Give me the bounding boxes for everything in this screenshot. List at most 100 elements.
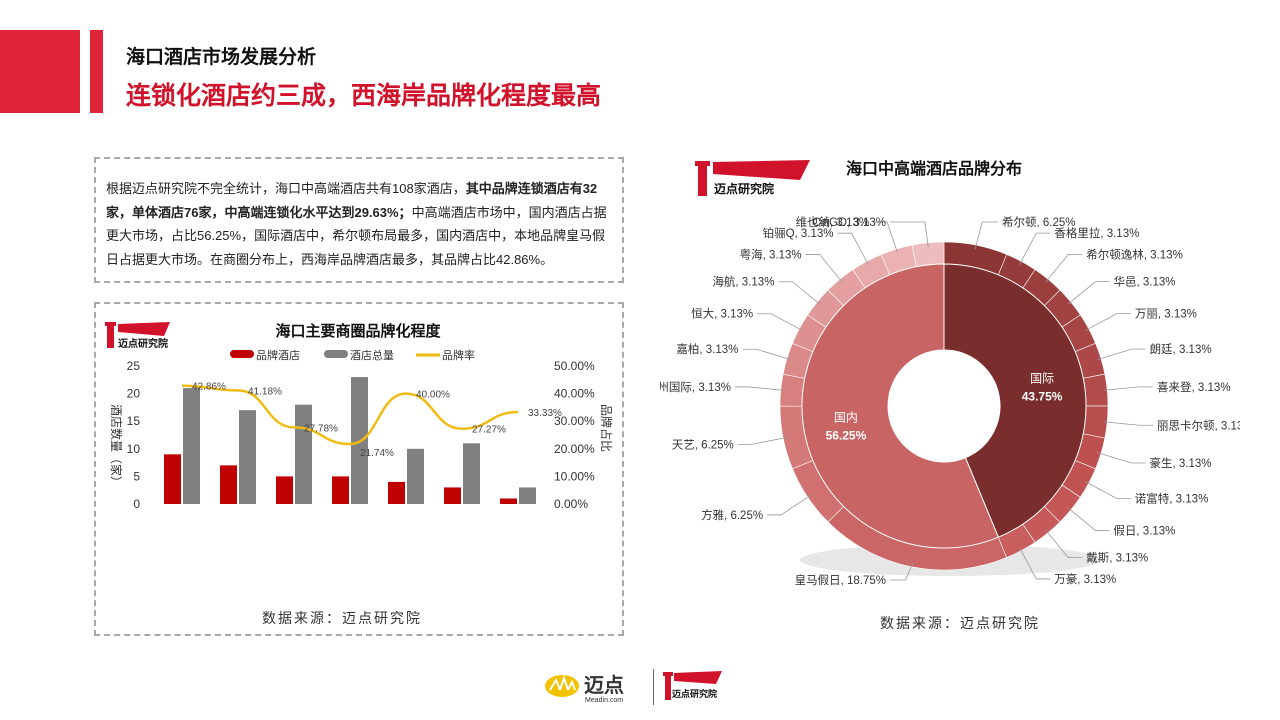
pie-outer-label: 万豪, 3.13% xyxy=(1054,572,1116,586)
pie-outer-label: 恒大, 3.13% xyxy=(691,307,753,321)
bar-brand-hotels xyxy=(164,454,181,504)
bar-total-hotels xyxy=(239,410,256,504)
pie-outer-label: 海航, 3.13% xyxy=(712,275,774,289)
y2-tick-label: 50.00% xyxy=(554,359,595,373)
pie-leader-line xyxy=(778,281,821,305)
pie-leader-line xyxy=(1018,546,1051,580)
pie-outer-label: 天艺, 6.25% xyxy=(672,438,734,451)
meadin-logo: 迈点 Meadin.com xyxy=(545,674,624,704)
meadin-url: Meadin.com xyxy=(585,697,623,704)
bar-brand-hotels xyxy=(444,487,461,504)
line-data-label: 42.86% xyxy=(192,382,226,393)
pie-outer-label: 丽思卡尔顿, 3.13% xyxy=(1157,418,1240,432)
pie-outer-label: 假日, 3.13% xyxy=(1113,523,1175,537)
bar-ylabel: 酒店数量（家） xyxy=(109,404,124,488)
legend-label: 品牌率 xyxy=(442,348,475,362)
header-red-block xyxy=(0,30,80,113)
pie-leader-line xyxy=(767,494,812,516)
pie-inner-slice xyxy=(943,263,1087,538)
pie-slices: 国际 43.75% 国内 56.25% xyxy=(779,241,1109,576)
pie-outer-label: 希尔顿, 6.25% xyxy=(1002,215,1076,229)
bar-chart-axes: 0 5 10 15 20 25 0.00% 10.00% 20.00% 30.00% 40.00% 5… xyxy=(127,359,595,511)
pie-leader-line xyxy=(737,436,788,445)
pie-outer-label: 万丽, 3.13% xyxy=(1135,309,1197,321)
page-subtitle: 海口酒店市场发展分析 xyxy=(126,47,317,68)
legend-swatch xyxy=(324,350,348,358)
line-data-label: 21.74% xyxy=(360,448,394,459)
bar-chart-source: 数据来源：迈点研究院 xyxy=(262,611,422,627)
bar-total-hotels xyxy=(519,487,536,504)
logo-text: 迈点研究院 xyxy=(118,337,168,350)
summary-text-part2: 中高端酒店市场中，国内酒店占据更大市场，占比56.25%，国际酒店中，希尔顿布局… xyxy=(106,204,607,267)
footer-separator xyxy=(653,669,654,705)
y-tick-label: 0 xyxy=(133,497,140,511)
pie-inner-value: 43.75% xyxy=(1022,389,1063,403)
bar-total-hotels xyxy=(407,448,424,504)
pie-leader-line xyxy=(1045,529,1083,559)
pie-outer-label: 戴斯, 3.13% xyxy=(1086,551,1148,565)
pie-leader-line xyxy=(1019,232,1051,266)
pie-outer-label: 中州国际, 3.13% xyxy=(660,381,731,394)
meadin-brand: 迈点 xyxy=(584,674,624,697)
academy-logo-2: 迈点研究院 xyxy=(695,160,810,196)
pie-outer-label: 喜来登, 3.13% xyxy=(1157,380,1231,394)
pie-outer-label: 铂骊Q, 3.13% xyxy=(763,226,834,240)
header-red-bar xyxy=(90,30,103,113)
pie-inner-label: 国内 xyxy=(834,411,858,425)
pie-inner-label: 国际 xyxy=(1030,371,1054,385)
summary-textbox: 根据迈点研究院不完全统计，海口中高端酒店共有108家酒店，其中品牌连锁酒店有32… xyxy=(94,157,624,283)
pie-leader-line xyxy=(1045,254,1083,283)
pie-leader-line xyxy=(890,221,929,247)
pie-outer-label: 方雅, 6.25% xyxy=(701,508,763,522)
y2-tick-label: 40.00% xyxy=(554,387,595,401)
y-tick-label: 10 xyxy=(127,442,141,456)
pie-leader-line xyxy=(1067,507,1110,531)
pie-outer-label: CitiGO, 3.13% xyxy=(813,217,887,229)
y2-tick-label: 30.00% xyxy=(554,414,595,428)
line-data-label: 27.78% xyxy=(304,423,338,434)
pie-chart-source: 数据来源：迈点研究院 xyxy=(880,616,1040,632)
pie-leader-line xyxy=(837,232,869,266)
bar-chart-title: 海口主要商圈品牌化程度 xyxy=(275,322,441,340)
bar-total-hotels xyxy=(183,388,200,504)
bar-y2label: 品牌占比 xyxy=(599,404,614,452)
bar-chart-marks: 42.86% 41.18% 27.78% 21.74% 40.00% 27.27% 33.3… xyxy=(164,377,562,504)
pie-leader-line xyxy=(1084,481,1131,499)
y2-tick-label: 20.00% xyxy=(554,442,595,456)
summary-text-bold: 其中品牌连锁酒店有32家，单体酒店76家，中高端连锁化水平达到29.63%； xyxy=(106,181,598,220)
y2-tick-label: 10.00% xyxy=(554,469,595,483)
pie-outer-label: 粤海, 3.13% xyxy=(740,248,802,262)
bar-brand-hotels xyxy=(220,465,237,504)
line-data-label: 40.00% xyxy=(416,390,450,401)
pie-chart-title: 海口中高端酒店品牌分布 xyxy=(846,159,1022,178)
summary-text-part1: 根据迈点研究院不完全统计，海口中高端酒店共有108家酒店， xyxy=(106,181,466,196)
pie-leader-line xyxy=(1067,281,1110,305)
pie-leader-line xyxy=(1096,452,1146,464)
bar-total-hotels xyxy=(463,443,480,504)
y2-tick-label: 0.00% xyxy=(554,497,588,511)
pie-inner-value: 56.25% xyxy=(826,429,867,443)
logo-text-2: 迈点研究院 xyxy=(714,181,774,196)
pie-leader-line xyxy=(757,313,804,332)
pie-outer-label: 嘉柏, 3.13% xyxy=(676,342,738,356)
line-brand-rate xyxy=(181,384,519,446)
pie-outer-label: 豪生, 3.13% xyxy=(1150,456,1212,470)
footer-academy-logo: 迈点研究院 xyxy=(663,671,722,700)
pie-inner-slice xyxy=(801,263,999,549)
pie-leader-line xyxy=(1103,386,1154,391)
legend-label: 酒店总量 xyxy=(350,348,394,362)
pie-labels: 希尔顿, 6.25%香格里拉, 3.13% 希尔顿逸林, 3.13% 华邑, 3.1… xyxy=(660,215,1240,587)
pie-leader-line xyxy=(1097,348,1146,360)
legend-swatch xyxy=(230,350,254,358)
bar-brand-hotels xyxy=(276,476,293,504)
y-tick-label: 20 xyxy=(127,387,141,401)
pie-outer-label: 维也纳, 3.13% xyxy=(796,216,870,229)
y-tick-label: 25 xyxy=(127,359,141,373)
bar-brand-hotels xyxy=(388,481,405,504)
bar-brand-hotels xyxy=(500,498,517,504)
legend-label: 品牌酒店 xyxy=(256,348,300,362)
page-title: 连锁化酒店约三成，西海岸品牌化程度最高 xyxy=(126,82,602,110)
pie-outer-label: 诺富特, 3.13% xyxy=(1135,491,1209,505)
pie-leader-line xyxy=(1103,421,1154,426)
pie-outer-label: 皇马假日, 18.75% xyxy=(795,573,886,587)
